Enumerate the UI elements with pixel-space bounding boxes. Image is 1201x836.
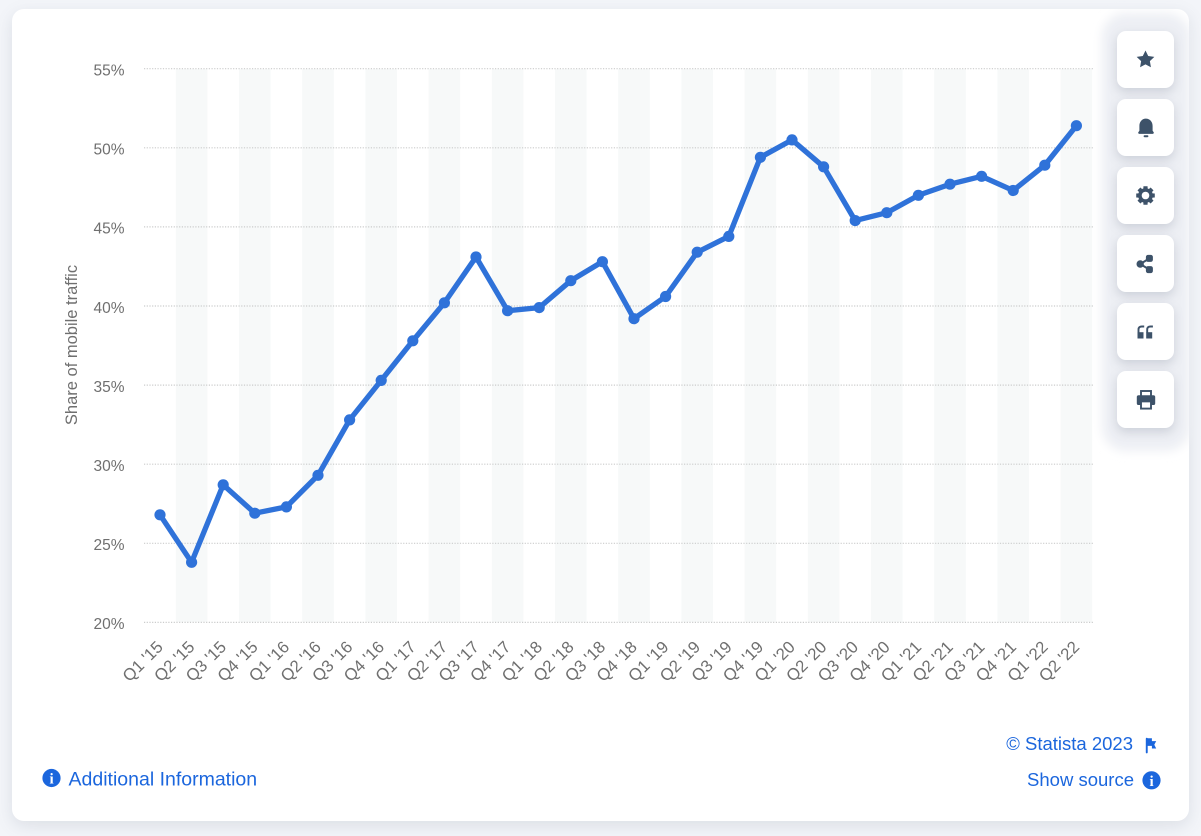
- svg-text:i: i: [50, 772, 54, 788]
- svg-text:50%: 50%: [93, 142, 124, 159]
- svg-text:20%: 20%: [93, 616, 124, 633]
- svg-text:© Statista 2023: © Statista 2023: [1006, 733, 1133, 754]
- svg-text:35%: 35%: [93, 379, 124, 396]
- svg-text:Show source: Show source: [1027, 769, 1134, 790]
- svg-text:40%: 40%: [93, 300, 124, 317]
- svg-text:55%: 55%: [93, 63, 124, 80]
- svg-text:25%: 25%: [93, 537, 124, 554]
- svg-text:Share of mobile traffic: Share of mobile traffic: [63, 265, 81, 425]
- svg-text:30%: 30%: [93, 458, 124, 475]
- svg-text:Additional Information: Additional Information: [69, 769, 258, 791]
- svg-text:45%: 45%: [93, 221, 124, 238]
- svg-text:i: i: [1150, 774, 1154, 790]
